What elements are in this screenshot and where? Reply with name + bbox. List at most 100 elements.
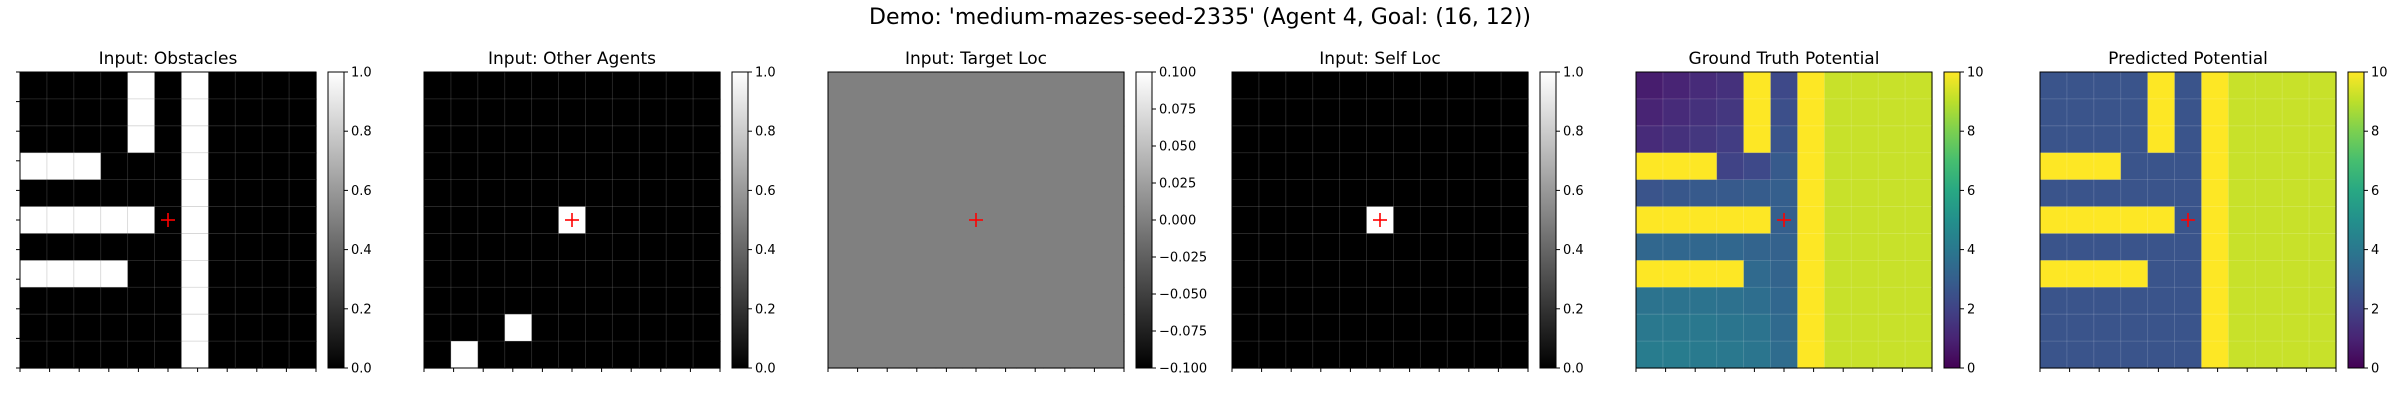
heatmap-cell [1393,287,1421,315]
heatmap-cell [585,179,613,208]
colorbar-tick-label: 0.0 [1563,362,1584,377]
heatmap-cell [1232,72,1260,100]
heatmap-cell [208,314,236,342]
heatmap-cell [531,206,560,235]
heatmap-cell [504,314,533,342]
heatmap-cell [1770,287,1799,315]
heatmap-cell [1097,125,1125,154]
heatmap-cell [1339,125,1368,154]
heatmap-cell [639,98,667,127]
heatmap-cell [1689,125,1718,154]
heatmap-cell [1905,341,1933,369]
heatmap-cell [1770,125,1799,154]
heatmap-cell [1016,260,1044,288]
heatmap-cell [2093,125,2122,154]
heatmap-cell [46,341,75,369]
heatmap-cell [2228,206,2256,235]
heatmap-cell [2147,341,2176,369]
colorbar-tick-label: 10 [1967,66,1984,81]
heatmap-cell [854,72,883,100]
heatmap-cell [1716,314,1745,342]
heatmap-cell [1097,287,1125,315]
heatmap-cell [477,287,506,315]
heatmap-cell [181,287,209,315]
heatmap-cell [1043,260,1071,288]
heatmap-cell [154,179,183,208]
heatmap-cell [1420,206,1448,235]
heatmap-cell [1232,287,1260,315]
heatmap-cell [46,233,75,261]
heatmap-cell [1501,98,1529,127]
heatmap-cell [1824,314,1852,342]
heatmap-cell [693,98,721,127]
heatmap-cell [262,179,290,208]
heatmap-cell [1878,314,1906,342]
heatmap-cell [46,152,75,181]
heatmap-cell [2309,260,2337,288]
colorbar-tick-label: 0.025 [1159,177,1196,192]
heatmap-cell [1797,314,1825,342]
heatmap-cell [2174,72,2203,100]
heatmap-cell [2282,314,2310,342]
heatmap-cell [1905,260,1933,288]
heatmap-cell [1501,287,1529,315]
colorbar-tick-label: 0.2 [1563,302,1584,317]
heatmap-cell [2147,206,2176,235]
heatmap-cell [935,341,964,369]
heatmap-cell [2228,260,2256,288]
heatmap-cell [1339,341,1368,369]
colorbar-tick-label: 0.4 [755,243,776,258]
heatmap-cell [1824,206,1852,235]
colorbar-tick-label: −0.050 [1159,288,1207,303]
heatmap-cell [154,260,183,288]
heatmap-cell [1258,260,1287,288]
heatmap-cell [235,314,263,342]
heatmap-cell [181,125,209,154]
heatmap-cell [693,179,721,208]
heatmap-cell [1905,287,1933,315]
heatmap-cell [477,314,506,342]
heatmap-cell [1070,98,1098,127]
heatmap-cell [1474,72,1502,100]
heatmap-cell [2066,314,2095,342]
heatmap-cell [881,125,910,154]
heatmap-cell [289,341,317,369]
heatmap-cell [2066,179,2095,208]
colorbar-tick-label: 0.050 [1159,140,1196,155]
heatmap-cell [1232,233,1260,261]
heatmap-cell [1312,179,1341,208]
heatmap-cell [289,125,317,154]
colorbar-tick-label: 0.100 [1159,66,1196,81]
heatmap-cell [639,287,667,315]
heatmap-cell [1662,179,1691,208]
heatmap-cell [962,125,991,154]
heatmap-cell [1878,98,1906,127]
heatmap-cell [127,260,156,288]
heatmap-cell [935,233,964,261]
heatmap-cell [1770,72,1799,100]
colorbar-tick-label: 0.8 [755,125,776,140]
heatmap-cell [558,152,587,181]
heatmap-cell [1474,314,1502,342]
heatmap-cell [531,233,560,261]
heatmap-cell [1339,314,1368,342]
heatmap-cell [828,152,856,181]
heatmap-cell [2120,233,2149,261]
heatmap-cell [1393,98,1421,127]
heatmap-cell [181,233,209,261]
heatmap-cell [127,341,156,369]
heatmap-cell [289,72,317,100]
heatmap-cell [2309,152,2337,181]
heatmap-cell [1043,341,1071,369]
heatmap-cell [1770,98,1799,127]
heatmap-cell [477,260,506,288]
heatmap-cell [1474,98,1502,127]
heatmap-cell [908,260,937,288]
heatmap-cell [154,287,183,315]
heatmap-cell [1447,341,1475,369]
heatmap-cell [1797,72,1825,100]
heatmap-cell [935,179,964,208]
heatmap-cell [693,260,721,288]
heatmap-cell [46,314,75,342]
heatmap-cell [2040,233,2068,261]
